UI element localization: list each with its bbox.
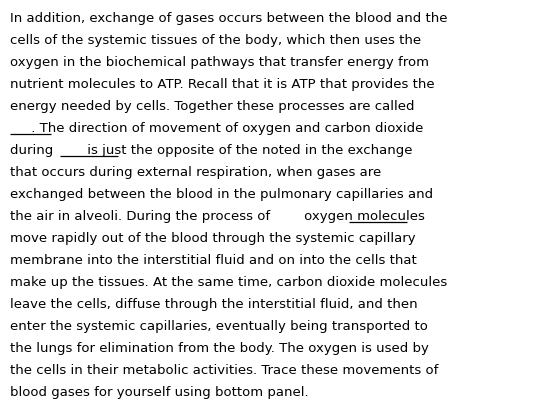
Text: that occurs during external respiration, when gases are: that occurs during external respiration,… — [10, 166, 381, 179]
Text: move rapidly out of the blood through the systemic capillary: move rapidly out of the blood through th… — [10, 232, 416, 245]
Text: In addition, exchange of gases occurs between the blood and the: In addition, exchange of gases occurs be… — [10, 12, 448, 25]
Text: leave the cells, diffuse through the interstitial fluid, and then: leave the cells, diffuse through the int… — [10, 298, 417, 311]
Text: enter the systemic capillaries, eventually being transported to: enter the systemic capillaries, eventual… — [10, 320, 428, 333]
Text: . The direction of movement of oxygen and carbon dioxide: . The direction of movement of oxygen an… — [10, 122, 424, 135]
Text: nutrient molecules to ATP. Recall that it is ATP that provides the: nutrient molecules to ATP. Recall that i… — [10, 78, 435, 91]
Text: the cells in their metabolic activities. Trace these movements of: the cells in their metabolic activities.… — [10, 364, 439, 377]
Text: the lungs for elimination from the body. The oxygen is used by: the lungs for elimination from the body.… — [10, 342, 429, 355]
Text: oxygen in the biochemical pathways that transfer energy from: oxygen in the biochemical pathways that … — [10, 56, 429, 69]
Text: the air in alveoli. During the process of        oxygen molecules: the air in alveoli. During the process o… — [10, 210, 425, 223]
Text: energy needed by cells. Together these processes are called: energy needed by cells. Together these p… — [10, 100, 415, 113]
Text: make up the tissues. At the same time, carbon dioxide molecules: make up the tissues. At the same time, c… — [10, 276, 448, 289]
Text: exchanged between the blood in the pulmonary capillaries and: exchanged between the blood in the pulmo… — [10, 188, 433, 201]
Text: membrane into the interstitial fluid and on into the cells that: membrane into the interstitial fluid and… — [10, 254, 417, 267]
Text: blood gases for yourself using bottom panel.: blood gases for yourself using bottom pa… — [10, 386, 309, 399]
Text: during        is just the opposite of the noted in the exchange: during is just the opposite of the noted… — [10, 144, 412, 157]
Text: cells of the systemic tissues of the body, which then uses the: cells of the systemic tissues of the bod… — [10, 34, 421, 47]
